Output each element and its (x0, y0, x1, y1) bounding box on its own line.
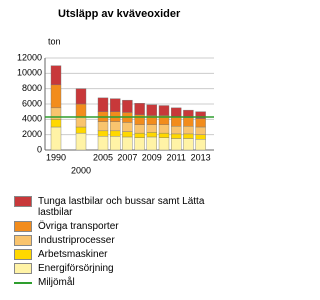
legend-label: Energiförsörjning (38, 263, 114, 274)
page: {"chart_data":{"type":"stacked-bar","tit… (14, 7, 214, 291)
legend-label: Miljömål (38, 277, 75, 288)
bar-segment (170, 138, 182, 151)
bar-segment (158, 132, 170, 138)
legend-line (14, 282, 32, 284)
bar-segment (146, 132, 158, 138)
legend-item: Energiförsörjning (14, 263, 214, 274)
bar-segment (97, 97, 109, 112)
bar-segment (75, 88, 87, 105)
bar-segment (75, 126, 87, 134)
y-tick-label: 6000 (22, 98, 42, 108)
legend-label: Övriga transporter (38, 221, 119, 232)
legend-item: Miljömål (14, 277, 214, 288)
legend-swatch (14, 235, 32, 246)
legend-label: Industriprocesser (38, 235, 115, 246)
bar-segment (97, 130, 109, 137)
bar-segment (183, 138, 194, 151)
bar-segment (134, 103, 145, 115)
bar-segment (183, 126, 194, 135)
y-axis-label: ton (48, 36, 61, 46)
legend-item: Övriga transporter (14, 221, 214, 232)
bar-segment (122, 99, 133, 113)
bar-segment (195, 118, 206, 128)
bar-segment (109, 121, 121, 132)
legend-swatch (14, 196, 32, 207)
legend-item: Arbetsmaskiner (14, 249, 214, 260)
y-tick-label: 10000 (17, 68, 42, 78)
bar-segment (50, 84, 62, 109)
x-tick-label: 2007 (117, 152, 137, 162)
bar-segment (75, 116, 87, 128)
y-tick-label: 0 (37, 144, 42, 154)
legend-swatch (14, 263, 32, 274)
bar-segment (158, 124, 170, 134)
bar-segment (134, 114, 145, 125)
legend-swatch (14, 249, 32, 260)
bar-segment (75, 103, 87, 118)
legend: Tunga lastbilar och bussar samt Lätta la… (14, 196, 214, 291)
bar-segment (134, 124, 145, 134)
y-tick-label: 12000 (17, 52, 42, 62)
chart: Utsläpp av kväveoxider ton 0 2000 4000 6000… (17, 8, 214, 175)
bar-segment (97, 121, 109, 132)
bar-segment (170, 133, 182, 139)
legend-item: Tunga lastbilar och bussar samt Lätta la… (14, 196, 214, 218)
chart-title: Utsläpp av kväveoxider (58, 8, 181, 20)
bar-segment (109, 135, 121, 151)
bar-segment (75, 132, 87, 151)
bar-segment (134, 132, 145, 138)
x-tick-label: 2005 (93, 152, 113, 162)
x-tick-label: 2000 (71, 165, 91, 175)
y-tick-label: 4000 (22, 114, 42, 124)
x-tick-label: 1990 (46, 152, 66, 162)
x-tick-label: 2013 (191, 152, 211, 162)
y-tick-label: 2000 (22, 129, 42, 139)
legend-item: Industriprocesser (14, 235, 214, 246)
legend-swatch (14, 221, 32, 232)
bar-segment (122, 131, 133, 138)
bar-segment (146, 136, 158, 151)
bar-segment (122, 122, 133, 132)
bar-segment (122, 136, 133, 151)
bar-segment (97, 135, 109, 151)
bar-segment (109, 98, 121, 112)
bar-segment (195, 139, 206, 151)
x-tick-label: 2009 (142, 152, 162, 162)
legend-label: Tunga lastbilar och bussar samt Lätta la… (38, 196, 205, 218)
bar-segment (170, 116, 182, 127)
bar-segment (50, 119, 62, 128)
bar-segment (158, 105, 170, 116)
bar-segment (183, 109, 194, 118)
bar-segment (109, 130, 121, 137)
bar-segment (183, 117, 194, 127)
legend-label: Arbetsmaskiner (38, 249, 108, 260)
bar-segment (146, 124, 158, 133)
bar-segment (50, 65, 62, 86)
bar-segment (158, 137, 170, 151)
bar-segment (195, 111, 206, 119)
bar-segment (183, 133, 194, 139)
bar-segment (195, 134, 206, 140)
bar-segment (195, 126, 206, 135)
bar-segment (146, 104, 158, 116)
bar-segment (50, 126, 62, 151)
y-tick-label: 8000 (22, 83, 42, 93)
bar-segment (170, 107, 182, 118)
bar-segment (134, 137, 145, 151)
x-tick-label: 2011 (167, 152, 186, 162)
bar-segment (170, 126, 182, 135)
